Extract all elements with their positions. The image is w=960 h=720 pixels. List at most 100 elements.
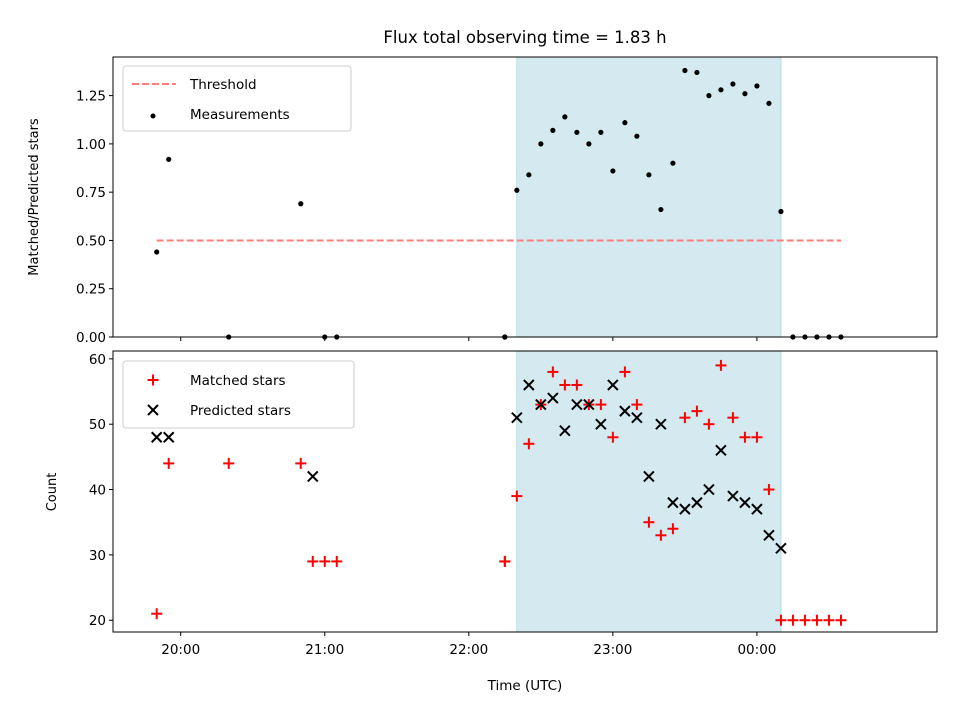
matched-star-point bbox=[319, 555, 331, 567]
predicted-star-point bbox=[511, 411, 523, 424]
measurement-point bbox=[694, 69, 700, 76]
bottom-y-tick-label: 50 bbox=[89, 417, 106, 433]
legend-matched-swatch bbox=[147, 374, 159, 386]
measurement-point bbox=[574, 129, 580, 135]
matched-star-point bbox=[595, 399, 607, 411]
predicted-star-point bbox=[547, 392, 559, 404]
matched-star-point bbox=[619, 366, 631, 378]
matched-star-point bbox=[727, 412, 739, 424]
matched-star-point bbox=[307, 555, 319, 567]
measurement-point bbox=[658, 206, 664, 213]
predicted-star-point bbox=[739, 496, 751, 509]
top-y-tick-label: 0.75 bbox=[76, 185, 106, 201]
top-axes-frame bbox=[112, 56, 938, 338]
predicted-star-point bbox=[619, 405, 631, 417]
bottom-y-axis-label: Count bbox=[45, 473, 60, 512]
legend-predicted-swatch bbox=[147, 404, 159, 416]
legend-predicted-label: Predicted stars bbox=[190, 403, 291, 419]
measurement-point bbox=[298, 201, 304, 207]
predicted-star-point bbox=[775, 542, 787, 555]
predicted-star-point bbox=[643, 470, 655, 483]
top-y-tick-label: 0.25 bbox=[76, 282, 106, 298]
matched-star-point bbox=[691, 405, 703, 417]
x-tick-label: 20:00 bbox=[161, 642, 200, 658]
measurement-point bbox=[730, 81, 736, 87]
predicted-star-point bbox=[307, 470, 319, 483]
matched-stars-points bbox=[151, 359, 847, 626]
x-tick-label: 23:00 bbox=[593, 642, 632, 658]
legend-threshold-label: Threshold bbox=[189, 77, 257, 93]
matched-star-point bbox=[223, 457, 235, 469]
matched-star-point bbox=[523, 438, 535, 450]
measurement-point bbox=[526, 172, 532, 178]
matched-star-point bbox=[151, 608, 163, 620]
predicted-star-point bbox=[595, 418, 607, 430]
predicted-star-point bbox=[715, 444, 727, 457]
matched-star-point bbox=[559, 379, 571, 391]
measurement-point bbox=[586, 141, 592, 147]
predicted-star-point bbox=[571, 398, 583, 411]
predicted-star-point bbox=[559, 425, 571, 437]
matched-star-point bbox=[643, 516, 655, 528]
predicted-star-point bbox=[763, 529, 775, 541]
bottom-y-tick-label: 30 bbox=[89, 548, 106, 564]
predicted-star-point bbox=[162, 431, 175, 443]
measurement-point bbox=[742, 91, 748, 97]
top-y-tick-label: 0.50 bbox=[76, 233, 106, 249]
measurement-point bbox=[622, 120, 628, 126]
x-tick-label: 00:00 bbox=[737, 642, 776, 658]
predicted-star-point bbox=[150, 431, 163, 443]
predicted-star-point bbox=[703, 483, 715, 496]
matched-star-point bbox=[835, 614, 847, 626]
matched-star-point bbox=[811, 614, 823, 626]
measurement-point bbox=[766, 100, 772, 106]
predicted-star-point bbox=[679, 503, 691, 515]
measurement-point bbox=[646, 172, 652, 178]
x-tick-label: 21:00 bbox=[305, 642, 344, 658]
measurement-point bbox=[634, 133, 640, 139]
measurement-point bbox=[598, 129, 604, 135]
matched-star-point bbox=[631, 399, 643, 411]
predicted-star-point bbox=[667, 496, 679, 509]
top-observing-window bbox=[516, 56, 782, 338]
legend-measurements-label: Measurements bbox=[190, 107, 290, 123]
predicted-star-point bbox=[751, 503, 763, 515]
matched-star-point bbox=[607, 431, 619, 443]
measurement-point bbox=[514, 187, 520, 193]
top-y-axis-label: Matched/Predicted stars bbox=[27, 118, 42, 276]
matched-star-point bbox=[799, 614, 811, 626]
matched-star-point bbox=[295, 457, 307, 469]
predicted-star-point bbox=[691, 496, 703, 509]
matched-star-point bbox=[331, 555, 343, 567]
measurement-point bbox=[778, 208, 784, 215]
predicted-star-point bbox=[655, 418, 667, 430]
matched-star-point bbox=[751, 431, 763, 443]
top-y-tick-label: 0.00 bbox=[76, 330, 106, 346]
measurement-point bbox=[154, 249, 160, 255]
matched-star-point bbox=[655, 529, 667, 541]
predicted-stars-points bbox=[150, 379, 787, 555]
matched-star-point bbox=[163, 457, 175, 469]
measurement-point bbox=[538, 141, 544, 147]
matched-star-point bbox=[775, 614, 787, 626]
bottom-panel-counts: 20 30 40 50 60 20:00 21:00 22:00 23:00 00:00 Cou… bbox=[45, 350, 938, 694]
matched-star-point bbox=[499, 555, 511, 567]
measurement-point bbox=[562, 114, 568, 120]
top-y-axis-ticks: 0.00 0.25 0.50 0.75 1.00 1.25 bbox=[76, 89, 113, 346]
x-axis-label: Time (UTC) bbox=[487, 678, 563, 694]
top-legend-box bbox=[122, 65, 352, 132]
top-y-tick-label: 1.00 bbox=[76, 137, 106, 153]
x-tick-label: 22:00 bbox=[449, 642, 488, 658]
matched-star-point bbox=[703, 418, 715, 430]
bottom-axes-frame bbox=[112, 350, 938, 633]
matched-star-point bbox=[667, 523, 679, 535]
predicted-star-point bbox=[607, 379, 619, 391]
matched-star-point bbox=[571, 379, 583, 391]
matched-star-point bbox=[679, 412, 691, 424]
matched-star-point bbox=[823, 614, 835, 626]
measurement-point bbox=[610, 168, 616, 174]
bottom-legend: Matched stars Predicted stars bbox=[122, 360, 355, 429]
matched-star-point bbox=[547, 366, 559, 378]
measurement-point bbox=[670, 160, 676, 166]
